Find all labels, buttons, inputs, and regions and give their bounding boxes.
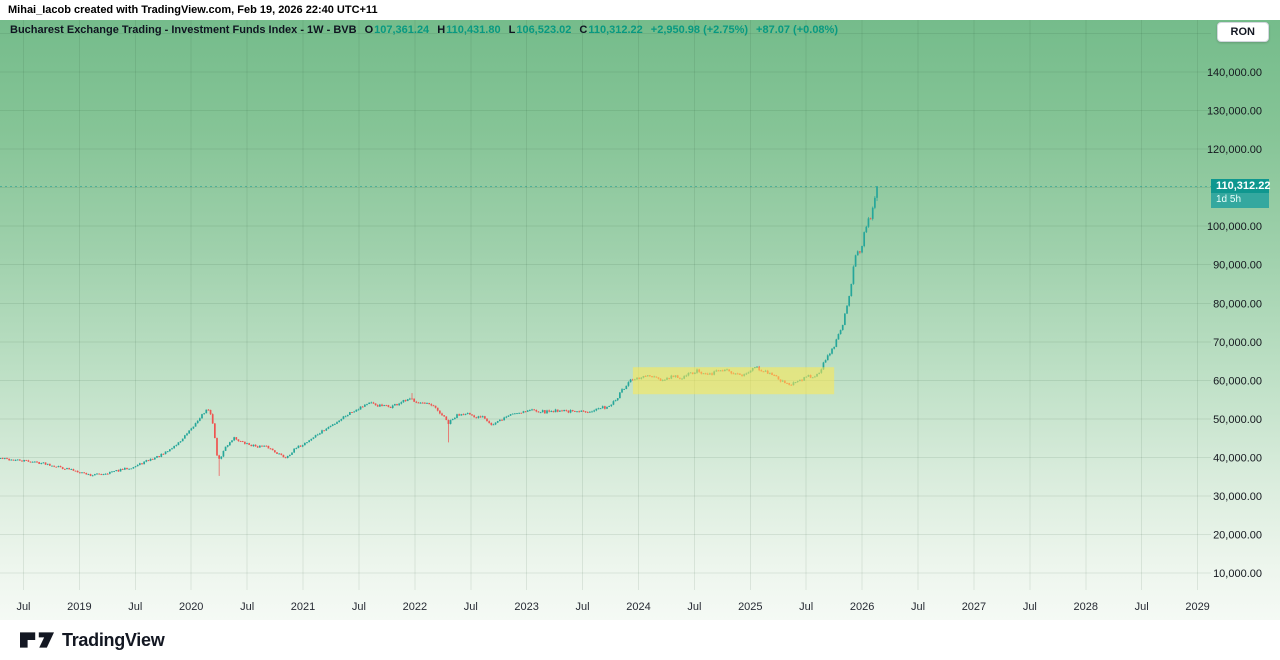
svg-text:40,000.00: 40,000.00 [1213,452,1262,464]
svg-text:80,000.00: 80,000.00 [1213,298,1262,310]
svg-text:2020: 2020 [179,601,203,613]
svg-text:2029: 2029 [1185,601,1209,613]
svg-text:Jul: Jul [16,601,30,613]
svg-text:2027: 2027 [962,601,986,613]
svg-text:100,000.00: 100,000.00 [1207,221,1262,233]
change-value: +2,950.98 (+2.75%) [650,24,749,36]
svg-text:Jul: Jul [1023,601,1037,613]
ohlc-high: H 110,431.80 [437,24,501,36]
svg-text:Jul: Jul [799,601,813,613]
svg-text:2028: 2028 [1074,601,1098,613]
svg-text:20,000.00: 20,000.00 [1213,530,1262,542]
time-axis-labels: Jul 2019 Jul 2020 Jul 2021 Jul 2022 Jul 2023 Jul 20… [16,601,1209,613]
chart-area[interactable]: 140,000.00 130,000.00 120,000.00 100,000.00… [0,20,1280,620]
candles [0,185,878,477]
ohlc-open: O 107,361.24 [364,24,430,36]
svg-text:30,000.00: 30,000.00 [1213,491,1262,503]
svg-text:140,000.00: 140,000.00 [1207,67,1262,79]
svg-text:70,000.00: 70,000.00 [1213,337,1262,349]
tradingview-logo-icon [20,632,54,648]
last-price-value: 110,312.22 [1211,179,1270,194]
tradingview-logo[interactable]: TradingView [20,629,165,651]
svg-text:120,000.00: 120,000.00 [1207,144,1262,156]
svg-text:2019: 2019 [67,601,91,613]
svg-text:50,000.00: 50,000.00 [1213,414,1262,426]
time-axis[interactable] [0,590,1211,620]
svg-text:2024: 2024 [626,601,650,613]
svg-text:Jul: Jul [240,601,254,613]
grid-lines [0,20,1211,590]
svg-text:Jul: Jul [576,601,590,613]
svg-text:Jul: Jul [464,601,478,613]
svg-text:2022: 2022 [403,601,427,613]
bar-countdown: 1d 5h [1211,193,1269,209]
svg-text:2026: 2026 [850,601,874,613]
attribution-bar: Mihai_Iacob created with TradingView.com… [0,0,1280,20]
candlestick-plot[interactable]: 140,000.00 130,000.00 120,000.00 100,000.00… [0,20,1280,620]
ohlc-low: L 106,523.02 [508,24,572,36]
session-change-value: +87.07 (+0.08%) [756,24,838,36]
tradingview-logo-text: TradingView [62,629,165,650]
currency-button[interactable]: RON [1216,22,1269,42]
svg-text:Jul: Jul [128,601,142,613]
symbol-title[interactable]: Bucharest Exchange Trading - Investment … [10,24,357,36]
chart-legend: Bucharest Exchange Trading - Investment … [10,24,838,36]
svg-text:2021: 2021 [291,601,315,613]
attribution-text: Mihai_Iacob created with TradingView.com… [8,4,378,16]
svg-text:Jul: Jul [352,601,366,613]
svg-text:2023: 2023 [514,601,538,613]
last-price-label: 110,312.22 1d 5h [1211,179,1270,209]
price-axis-labels: 140,000.00 130,000.00 120,000.00 100,000.00… [1207,67,1262,580]
svg-text:Jul: Jul [1135,601,1149,613]
svg-text:10,000.00: 10,000.00 [1213,568,1262,580]
highlight-box [632,367,835,395]
svg-text:90,000.00: 90,000.00 [1213,260,1262,272]
svg-text:Jul: Jul [687,601,701,613]
footer-bar: TradingView [0,620,1280,660]
price-axis[interactable] [1211,20,1280,590]
ohlc-close: C 110,312.22 [579,24,643,36]
svg-text:60,000.00: 60,000.00 [1213,375,1262,387]
svg-text:Jul: Jul [911,601,925,613]
svg-text:2025: 2025 [738,601,762,613]
svg-text:130,000.00: 130,000.00 [1207,106,1262,118]
